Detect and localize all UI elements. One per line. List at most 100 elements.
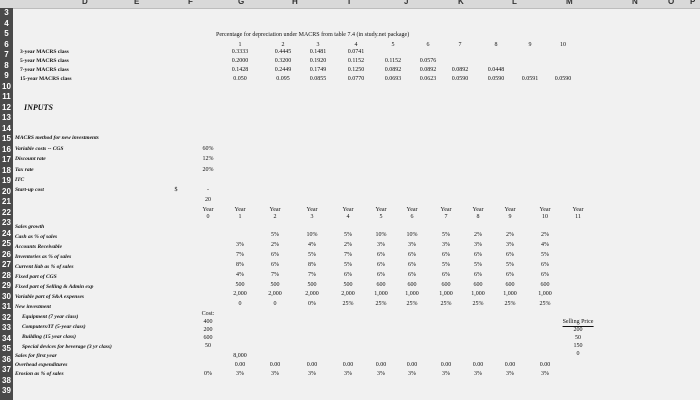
column-letter-j[interactable]: J <box>404 0 409 6</box>
row-number[interactable]: 12 <box>2 102 11 112</box>
sales-first-year-value: 8,000 <box>233 353 247 359</box>
column-letter-o[interactable]: O <box>668 0 675 6</box>
macrs-rate-cell: 0.0892 <box>384 67 402 73</box>
row-number[interactable]: 3 <box>4 8 9 17</box>
macrs-rate-cell: 0.1749 <box>309 67 327 73</box>
row-number[interactable]: 20 <box>2 186 11 196</box>
row-number[interactable]: 34 <box>2 333 11 343</box>
input-value: 12% <box>202 156 214 162</box>
row-number[interactable]: 11 <box>2 92 11 101</box>
projection-cell: 6% <box>408 262 416 268</box>
projection-cell: 2% <box>474 232 482 238</box>
projection-year-word: Year <box>375 207 387 213</box>
macrs-year-header: 10 <box>560 42 566 48</box>
column-letter-g[interactable]: G <box>238 0 245 6</box>
row-number[interactable]: 9 <box>4 71 9 80</box>
projection-cell: 25% <box>472 301 484 307</box>
row-number[interactable]: 17 <box>2 155 11 164</box>
projection-cell: 25% <box>342 301 354 307</box>
row-number[interactable]: 35 <box>2 344 11 353</box>
projection-row-label: Cash as % of sales <box>15 234 58 240</box>
row-number[interactable]: 4 <box>4 18 9 28</box>
projection-cell: 10% <box>375 232 387 238</box>
row-number[interactable]: 7 <box>4 50 9 59</box>
overhead-cell: 0.00 <box>342 362 354 368</box>
macrs-year-header: 6 <box>426 42 430 48</box>
row-number[interactable]: 38 <box>2 375 11 385</box>
macrs-rate-cell: 0.0892 <box>419 67 437 73</box>
projection-cell: 2% <box>541 232 549 238</box>
projection-row-label: Accounts Receivable <box>15 244 62 250</box>
projection-cell: 600 <box>540 282 550 288</box>
row-number[interactable]: 33 <box>2 323 11 332</box>
projection-cell: 500 <box>235 282 245 288</box>
input-value: 60% <box>202 146 214 152</box>
macrs-rate-cell: 0.0591 <box>521 76 539 82</box>
row-number[interactable]: 24 <box>2 228 11 238</box>
column-header-bar: D E F G H I J K L M N O P <box>0 0 700 9</box>
row-number[interactable]: 13 <box>2 113 11 122</box>
column-letter-h[interactable]: H <box>292 0 298 6</box>
row-number[interactable]: 8 <box>4 60 9 70</box>
column-letter-f[interactable]: F <box>188 0 193 6</box>
row-number[interactable]: 25 <box>2 239 11 248</box>
projection-cell: 1,000 <box>503 291 517 297</box>
macrs-title: Percentage for depreciation under MACRS … <box>216 32 410 38</box>
macrs-rate-cell: 0.1152 <box>347 58 365 64</box>
row-number[interactable]: 29 <box>2 281 11 290</box>
row-number[interactable]: 26 <box>2 249 11 259</box>
column-letter-i[interactable]: I <box>348 0 351 6</box>
column-letter-m[interactable]: M <box>566 0 573 6</box>
row-number[interactable]: 36 <box>2 354 11 364</box>
projection-cell: 500 <box>343 282 353 288</box>
projection-year-word: Year <box>234 207 246 213</box>
projection-cell: 1,000 <box>374 291 388 297</box>
column-letter-n[interactable]: N <box>632 0 638 6</box>
macrs-class-label: 7-year MACRS class <box>20 67 69 73</box>
macrs-rate-cell: 0.2000 <box>231 58 249 64</box>
projection-cell: 3% <box>408 242 416 248</box>
row-number[interactable]: 18 <box>2 165 11 175</box>
selling-price-value: 200 <box>573 327 583 333</box>
row-number[interactable]: 19 <box>2 176 11 185</box>
macrs-rate-cell: 0.0590 <box>487 76 505 82</box>
row-number[interactable]: 15 <box>2 134 11 143</box>
projection-cell: 600 <box>473 282 483 288</box>
row-number[interactable]: 32 <box>2 312 11 322</box>
row-number[interactable]: 28 <box>2 270 11 280</box>
row-number[interactable]: 5 <box>4 29 9 38</box>
row-number[interactable]: 14 <box>2 123 11 133</box>
projection-cell: 2,000 <box>268 291 282 297</box>
selling-price-value: 0 <box>576 351 580 357</box>
macrs-rate-cell: 0.1428 <box>231 67 249 73</box>
macrs-year-header: 3 <box>316 42 320 48</box>
row-number[interactable]: 21 <box>2 197 11 206</box>
row-number[interactable]: 37 <box>2 365 11 374</box>
projection-year-number: 5 <box>379 214 383 220</box>
macrs-rate-cell: 0.0576 <box>419 58 437 64</box>
cost-value: 600 <box>203 335 213 341</box>
row-number[interactable]: 6 <box>4 39 9 49</box>
projection-cell: 7% <box>308 272 316 278</box>
row-number[interactable]: 10 <box>2 81 11 91</box>
column-letter-p[interactable]: P <box>690 0 696 6</box>
column-letter-l[interactable]: L <box>512 0 517 6</box>
macrs-year-header: 8 <box>494 42 498 48</box>
row-number[interactable]: 30 <box>2 291 11 301</box>
row-number[interactable]: 23 <box>2 218 11 227</box>
column-letter-d[interactable]: D <box>82 0 88 6</box>
column-letter-e[interactable]: E <box>134 0 140 6</box>
projection-cell: 6% <box>506 272 514 278</box>
projection-year-word: Year <box>342 207 354 213</box>
row-number[interactable]: 39 <box>2 386 11 395</box>
projection-year-word: Year <box>306 207 318 213</box>
row-number[interactable]: 16 <box>2 144 11 154</box>
row-number[interactable]: 22 <box>2 207 11 217</box>
projection-cell: 7% <box>236 252 244 258</box>
column-letter-k[interactable]: K <box>458 0 464 6</box>
projection-year-number: 1 <box>238 214 242 220</box>
projection-cell: 6% <box>408 272 416 278</box>
row-number[interactable]: 27 <box>2 260 11 269</box>
row-number[interactable]: 31 <box>2 302 11 311</box>
projection-cell: 0% <box>308 301 316 307</box>
